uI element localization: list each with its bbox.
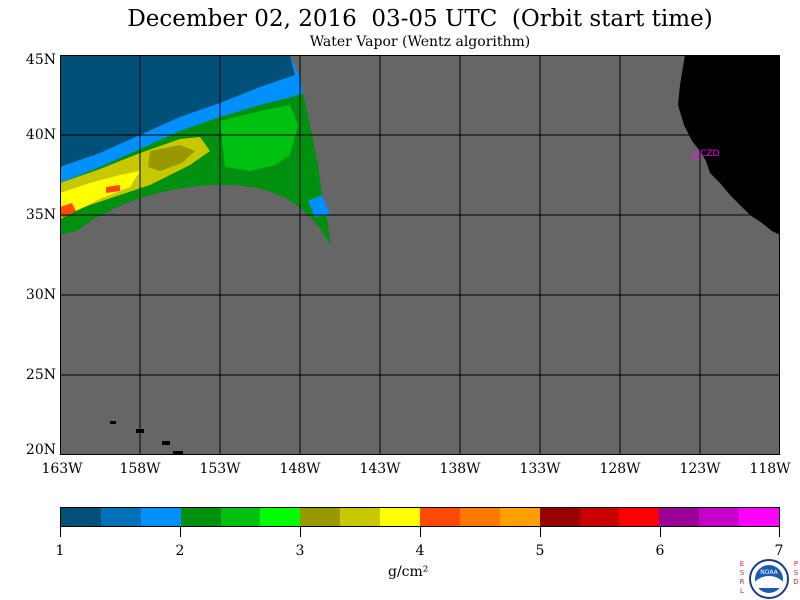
colorbar-units: g/cm² (388, 564, 429, 580)
colorbar-label-3: 3 (295, 543, 305, 559)
lat-label-35n: 35N (25, 207, 56, 223)
lat-label-20n: 20N (25, 442, 56, 458)
lon-label-138w: 138W (439, 461, 481, 477)
swath-band-dark-olive (148, 145, 195, 171)
water-vapor-map: CZD (60, 55, 780, 455)
colorbar-segment (61, 508, 101, 526)
colorbar-segment (420, 508, 460, 526)
colorbar-segment (220, 508, 261, 526)
colorbar-tick-4 (420, 527, 421, 537)
lon-label-118w: 118W (749, 461, 791, 477)
colorbar-segment (300, 508, 341, 526)
colorbar-label-2: 2 (175, 543, 185, 559)
colorbar-label-4: 4 (415, 543, 425, 559)
colorbar-segment (380, 508, 421, 526)
swath-band-light-blue (60, 55, 303, 183)
logo-noaa-text: NOAA (760, 569, 778, 576)
lon-label-148w: 148W (279, 461, 321, 477)
lon-label-153w: 153W (199, 461, 241, 477)
colorbar-tick-3 (300, 527, 301, 537)
colorbar-tick-7 (779, 527, 780, 537)
swath-band-dark-blue (60, 55, 295, 167)
colorbar-label-7: 7 (774, 543, 784, 559)
lat-lon-grid (60, 55, 780, 455)
colorbar-label-5: 5 (535, 543, 545, 559)
map-subtitle: Water Vapor (Wentz algorithm) (309, 34, 531, 50)
colorbar-segment (619, 508, 660, 526)
lat-label-40n: 40N (25, 127, 56, 143)
colorbar-segment (659, 508, 700, 526)
lon-label-143w: 143W (359, 461, 401, 477)
colorbar-label-6: 6 (655, 543, 665, 559)
lon-label-128w: 128W (599, 461, 641, 477)
water-vapor-swath (60, 55, 336, 265)
swath-band-yellow (60, 171, 140, 219)
station-label: CZD (700, 149, 719, 159)
lon-label-158w: 158W (119, 461, 161, 477)
colorbar-tick-2 (180, 527, 181, 537)
noaa-emblem: NOAA (749, 559, 789, 599)
lon-label-163w: 163W (41, 461, 83, 477)
colorbar-segment (579, 508, 620, 526)
lat-label-30n: 30N (25, 287, 56, 303)
swath-band-orange-2 (106, 185, 120, 193)
map-border (60, 55, 780, 455)
colorbar-tick-1 (60, 527, 61, 537)
colorbar-segment (459, 508, 500, 526)
colorbar-segment (499, 508, 540, 526)
swath-band-blue-patch (308, 195, 330, 217)
station-marker (692, 152, 700, 160)
colorbar-segment (180, 508, 221, 526)
swath-lower-edge (60, 184, 340, 455)
lat-label-25n: 25N (25, 367, 56, 383)
colorbar-tick-5 (540, 527, 541, 537)
swath-band-orange (60, 203, 76, 217)
colorbar (60, 507, 780, 527)
california-coast (678, 55, 780, 235)
colorbar-segment (140, 508, 181, 526)
map-title: December 02, 2016 03-05 UTC (Orbit start… (127, 6, 713, 32)
colorbar-segment (739, 508, 780, 526)
colorbar-label-1: 1 (55, 543, 65, 559)
colorbar-segment (100, 508, 141, 526)
colorbar-tick-6 (660, 527, 661, 537)
colorbar-segment (699, 508, 740, 526)
colorbar-segment (340, 508, 381, 526)
lat-label-45n: 45N (25, 52, 56, 68)
lon-label-133w: 133W (519, 461, 561, 477)
colorbar-segment (260, 508, 301, 526)
colorbar-segment (539, 508, 580, 526)
lon-label-123w: 123W (679, 461, 721, 477)
swath-band-bright-green (220, 105, 298, 171)
